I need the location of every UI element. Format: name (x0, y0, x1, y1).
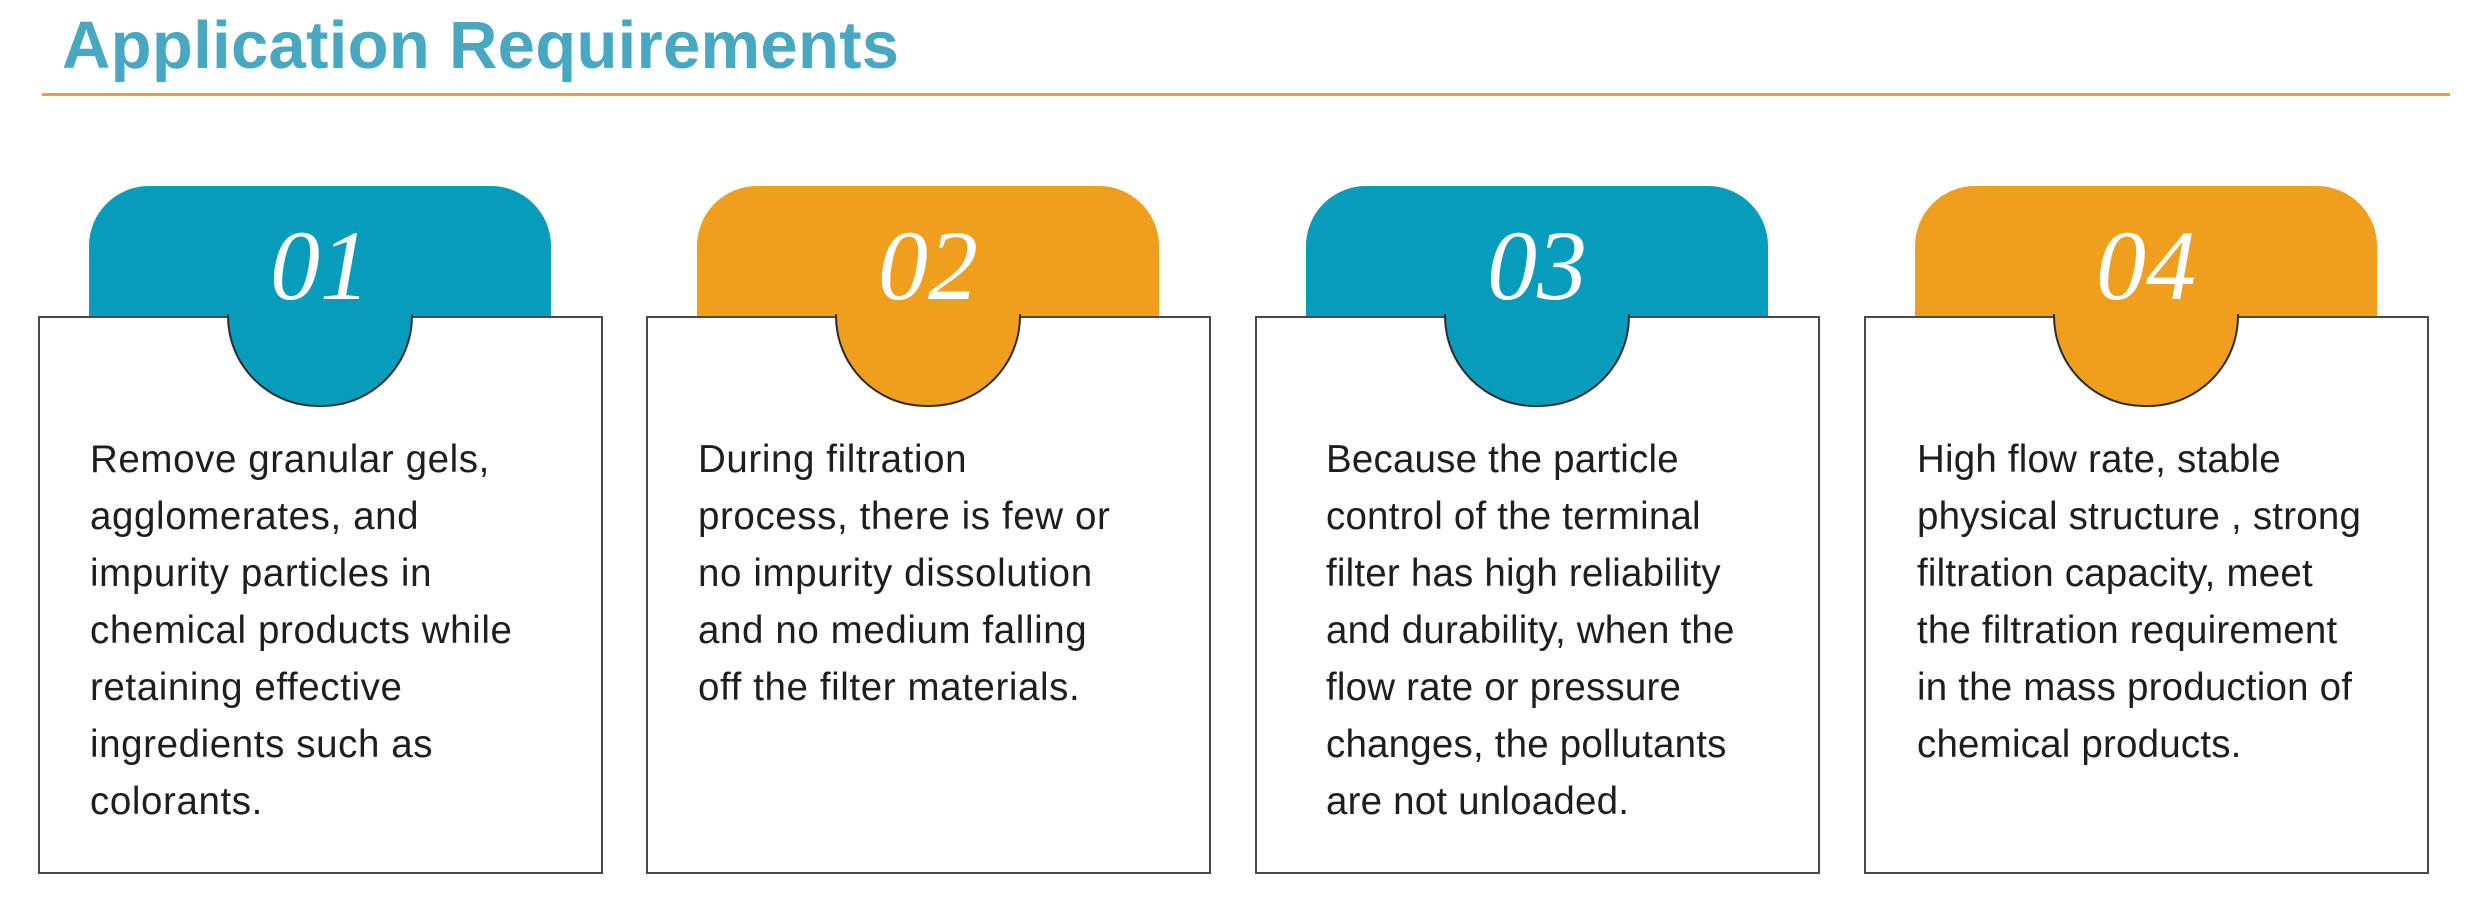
card-number: 01 (270, 210, 370, 321)
card-number: 03 (1487, 210, 1587, 321)
card-text: During filtration process, there is few … (698, 438, 1111, 709)
title-divider (42, 93, 2450, 96)
page-title: Application Requirements (62, 8, 900, 83)
card-tab (1915, 186, 2377, 316)
card-body (1864, 316, 2429, 874)
card-tab (697, 186, 1159, 316)
card-number: 02 (878, 210, 978, 321)
requirement-card-1: 01 Remove granular gels, agglomerates, a… (38, 186, 603, 874)
card-text: High flow rate, stable physical structur… (1917, 438, 2362, 766)
card-tab (1306, 186, 1768, 316)
requirement-card-3: 03 Because the particle control of the t… (1255, 186, 1820, 874)
requirement-card-2: 02 During filtration process, there is f… (646, 186, 1211, 874)
requirement-card-4: 04 High flow rate, stable physical struc… (1864, 186, 2429, 874)
card-body (38, 316, 603, 874)
card-text: Because the particle control of the term… (1326, 438, 1735, 823)
card-number: 04 (2096, 210, 2196, 321)
card-tab (89, 186, 551, 316)
card-text: Remove granular gels, agglomerates, and … (90, 438, 513, 823)
